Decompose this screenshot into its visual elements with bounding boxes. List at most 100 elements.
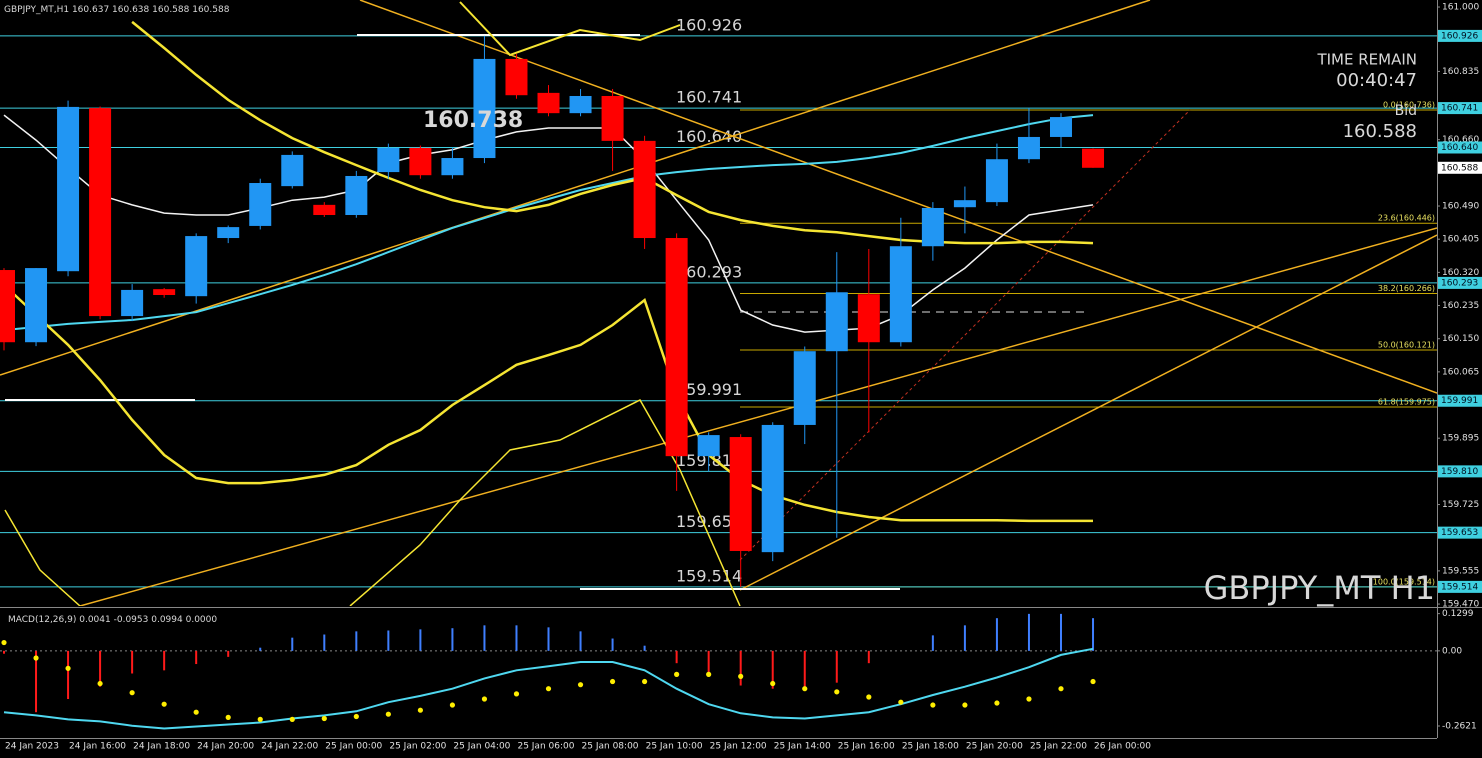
level-axis-label: 159.810 bbox=[1441, 467, 1478, 477]
signal-dot bbox=[577, 682, 584, 688]
x-tick-label: 26 Jan 00:00 bbox=[1094, 742, 1151, 752]
histogram-bar bbox=[867, 650, 870, 664]
signal-dot bbox=[1026, 696, 1032, 702]
open: 160.637 bbox=[72, 5, 109, 15]
signal-dot bbox=[674, 671, 680, 677]
histogram-bar bbox=[707, 650, 710, 677]
candle-body bbox=[185, 236, 208, 297]
signal-dot bbox=[353, 713, 359, 720]
histogram-bar bbox=[931, 635, 934, 651]
candle-body bbox=[377, 147, 400, 173]
candle-body bbox=[857, 294, 880, 343]
histogram-bar bbox=[1092, 618, 1095, 651]
histogram-bar bbox=[547, 627, 550, 651]
signal-dot bbox=[417, 707, 423, 713]
low: 160.588 bbox=[152, 5, 189, 15]
y-tick-label: -0.2621 bbox=[1442, 721, 1477, 731]
signal-dot bbox=[1058, 686, 1064, 692]
level-axis-label: 160.741 bbox=[1441, 104, 1478, 114]
x-tick-label: 24 Jan 20:00 bbox=[197, 742, 254, 752]
candle-body bbox=[25, 268, 48, 343]
y-tick-label: 161.000 bbox=[1442, 3, 1479, 13]
candle-body bbox=[281, 154, 304, 187]
y-tick-label: 160.835 bbox=[1442, 67, 1479, 77]
signal-dot bbox=[257, 716, 263, 722]
x-tick-label: 25 Jan 06:00 bbox=[517, 742, 574, 752]
candle-body bbox=[249, 183, 272, 226]
histogram-bar bbox=[99, 650, 102, 687]
level-label: 160.741 bbox=[676, 88, 742, 107]
histogram-bar bbox=[163, 650, 166, 671]
candle-body bbox=[217, 227, 240, 239]
x-tick-label: 25 Jan 12:00 bbox=[710, 742, 767, 752]
signal-dot bbox=[962, 702, 968, 708]
signal-dot bbox=[513, 691, 520, 697]
histogram-bar bbox=[835, 650, 838, 683]
level-box bbox=[1438, 394, 1482, 407]
candle-body bbox=[889, 246, 912, 343]
x-tick-label: 25 Jan 22:00 bbox=[1030, 742, 1087, 752]
histogram-bar bbox=[387, 630, 390, 651]
levels: 160.926160.741160.640160.293159.991159.8… bbox=[0, 15, 1437, 588]
y-tick-label: 159.895 bbox=[1442, 434, 1479, 444]
signal-dot bbox=[706, 671, 712, 677]
candle-body bbox=[697, 435, 720, 457]
y-tick-label: 160.405 bbox=[1442, 235, 1479, 245]
candle-body bbox=[1049, 117, 1072, 137]
signal-dot bbox=[65, 665, 71, 671]
histogram-bar bbox=[323, 634, 326, 651]
y-tick-label: 160.235 bbox=[1442, 301, 1479, 311]
histogram-bar bbox=[131, 650, 134, 674]
watermark: GBPJPY_MT H1 bbox=[1204, 569, 1435, 607]
x-tick-label: 24 Jan 2023 bbox=[5, 742, 59, 752]
level-box bbox=[1438, 102, 1482, 115]
x-tick-label: 25 Jan 08:00 bbox=[582, 742, 639, 752]
bid-axis-label: 160.588 bbox=[1441, 163, 1478, 173]
candle-body bbox=[313, 204, 336, 216]
signal-value: -0.0953 bbox=[114, 615, 149, 625]
histogram-bar bbox=[739, 650, 742, 686]
macd-title: MACD(12,26,9) bbox=[8, 615, 76, 625]
macd-line bbox=[3, 647, 1094, 730]
signal-dot bbox=[33, 655, 39, 661]
moving-average bbox=[3, 114, 1094, 332]
candles bbox=[0, 35, 1105, 587]
signal-dot bbox=[161, 701, 167, 707]
histogram-bar bbox=[1027, 613, 1030, 651]
histogram-bar bbox=[451, 628, 454, 651]
candle-body bbox=[121, 289, 144, 317]
time-remain: 00:40:47 bbox=[1336, 70, 1417, 91]
y-tick-label: 160.490 bbox=[1442, 202, 1479, 212]
signal-dot bbox=[642, 678, 648, 685]
candle-body bbox=[1017, 136, 1040, 160]
level-axis-label: 159.991 bbox=[1441, 396, 1478, 406]
y-tick-label: 159.470 bbox=[1442, 600, 1479, 610]
x-tick-label: 25 Jan 20:00 bbox=[966, 742, 1023, 752]
candle-body bbox=[1082, 148, 1105, 168]
histogram-bar bbox=[3, 650, 5, 654]
y-tick-label: 159.555 bbox=[1442, 566, 1479, 576]
signal-dot bbox=[1090, 678, 1096, 685]
candle-body bbox=[985, 159, 1008, 203]
time-remain-label: TIME REMAIN bbox=[1316, 51, 1417, 69]
y-tick-label: 160.150 bbox=[1442, 334, 1479, 344]
macd-header: MACD(12,26,9) 0.0041 -0.0953 0.0994 0.00… bbox=[8, 615, 217, 625]
signal-dot bbox=[1, 639, 7, 646]
bid-box bbox=[1438, 161, 1482, 174]
histogram-bar bbox=[355, 631, 358, 651]
candle-body bbox=[345, 175, 368, 216]
level-box bbox=[1438, 276, 1482, 289]
bid-label: Bid bbox=[1395, 103, 1417, 119]
candle-body bbox=[761, 424, 784, 553]
signal-dot bbox=[994, 700, 1000, 706]
close: 160.588 bbox=[192, 5, 229, 15]
level-box bbox=[1438, 465, 1482, 478]
candle-body bbox=[0, 270, 15, 343]
histogram-bar bbox=[419, 629, 422, 651]
x-tick-label: 25 Jan 00:00 bbox=[325, 742, 382, 752]
signal-dot bbox=[770, 680, 776, 687]
histogram-bar bbox=[579, 631, 582, 651]
header: GBPJPY_MT,H1 160.637 160.638 160.588 160… bbox=[4, 5, 230, 15]
